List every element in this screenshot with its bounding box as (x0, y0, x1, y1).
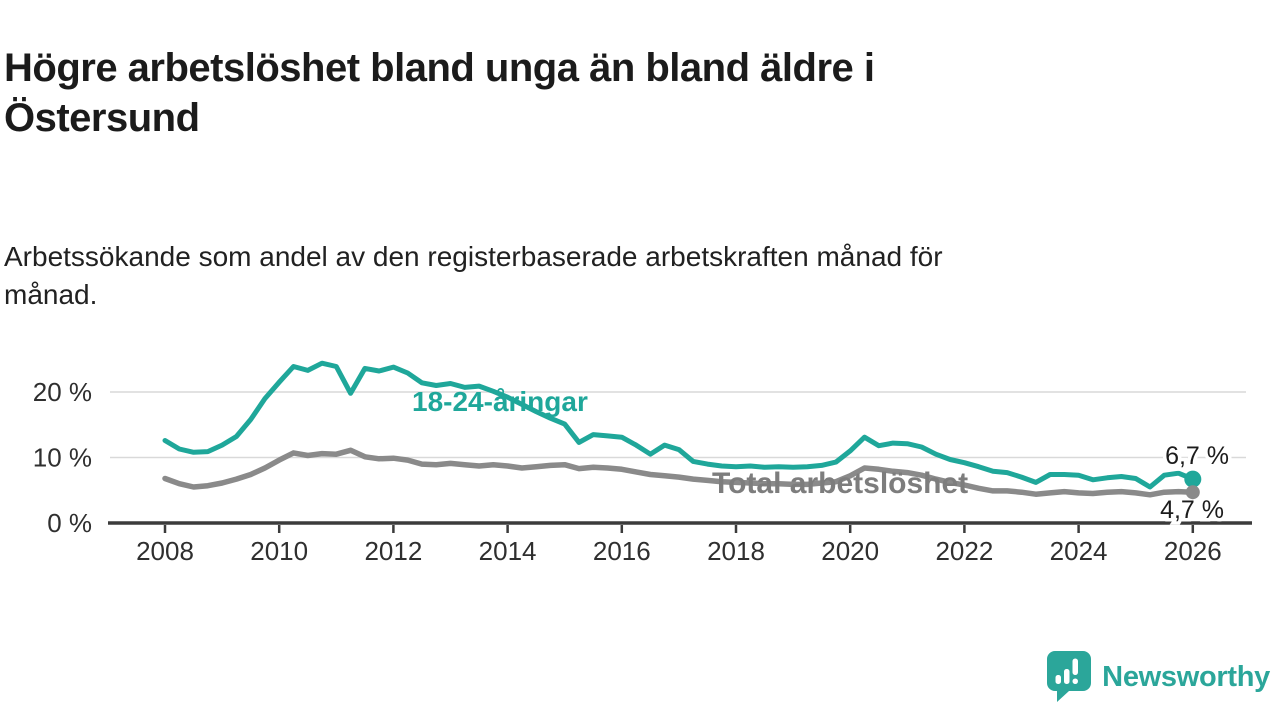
newsworthy-speech-bubble-bar-chart-icon (1047, 651, 1092, 702)
series-line-youth (162, 360, 1196, 490)
subtitle-line-1: Arbetssökande som andel av den registerb… (4, 241, 943, 272)
x-tick-label-2024: 2024 (1050, 536, 1108, 566)
title-line-1: Högre arbetslöshet bland unga än bland ä… (4, 45, 875, 90)
x-tick-label-2010: 2010 (250, 536, 308, 566)
subtitle-line-2: månad. (4, 279, 98, 310)
chart-subtitle: Arbetssökande som andel av den registerb… (4, 238, 1184, 314)
x-tick-label-2026: 2026 (1164, 536, 1222, 566)
x-tick-label-2022: 2022 (935, 536, 993, 566)
series-label-total: Total arbetslöshet (712, 467, 968, 500)
y-tick-label-0: 0 % (47, 508, 92, 538)
x-tick-label-2008: 2008 (136, 536, 194, 566)
title-line-2: Östersund (4, 95, 200, 140)
brand-name: Newsworthy (1102, 660, 1270, 693)
x-tick-label-2018: 2018 (707, 536, 765, 566)
series-line-total (162, 447, 1196, 498)
end-value-label-youth: 6,7 % (1165, 442, 1229, 470)
end-dot-total (1185, 485, 1200, 500)
x-tick-label-2014: 2014 (479, 536, 537, 566)
series-label-youth: 18-24-åringar (412, 386, 588, 417)
x-tick-label-2016: 2016 (593, 536, 651, 566)
x-tick-label-2020: 2020 (821, 536, 879, 566)
end-value-label-total: 4,7 % (1160, 496, 1224, 524)
x-tick-label-2012: 2012 (364, 536, 422, 566)
y-tick-label-10: 10 % (33, 443, 92, 473)
newsworthy-logo: Newsworthy (1046, 650, 1270, 704)
y-tick-label-20: 20 % (33, 377, 92, 407)
end-dot-youth (1184, 470, 1202, 488)
page-title: Högre arbetslöshet bland unga än bland ä… (4, 43, 1154, 143)
